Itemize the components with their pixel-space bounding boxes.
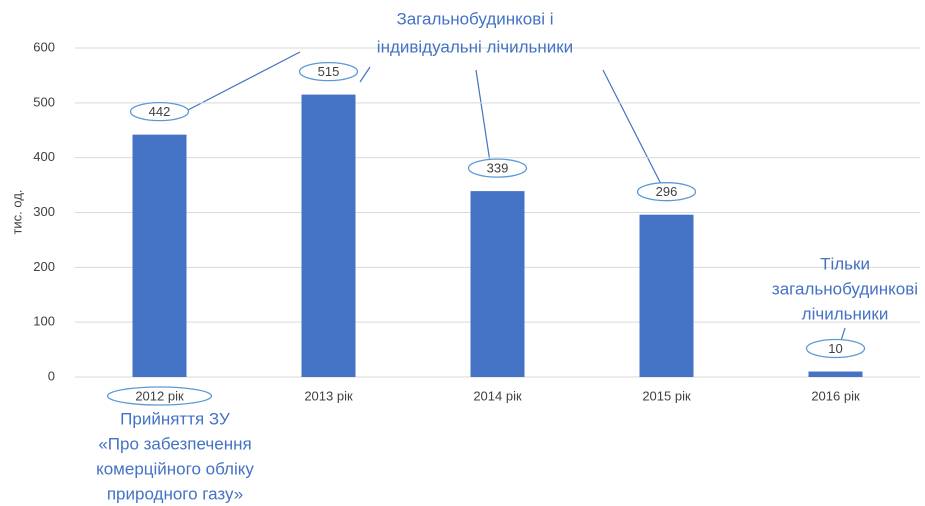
x-tick-label: 2012 рік	[135, 388, 184, 403]
y-tick-label: 300	[33, 204, 55, 219]
category-highlight	[106, 386, 213, 406]
annotation: лічильники	[802, 304, 889, 323]
y-tick-label: 0	[48, 368, 55, 383]
annotation: комерційного обліку	[96, 459, 254, 478]
data-label-bubble	[636, 182, 697, 202]
data-label-bubble	[467, 158, 528, 178]
annotation: загальнобудинкові	[772, 279, 918, 298]
bar	[470, 191, 525, 377]
data-label-bubble	[129, 101, 190, 122]
annotation: Прийняття ЗУ	[120, 409, 230, 428]
y-tick-label: 600	[33, 39, 55, 54]
x-tick-label: 2013 рік	[304, 388, 353, 403]
data-label: 10	[828, 341, 842, 356]
x-tick-label: 2015 рік	[642, 388, 691, 403]
y-axis-label: тис. од.	[9, 189, 24, 234]
annotation: Загальнобудинкові і	[396, 9, 553, 28]
annotation: індивідуальні лічильники	[377, 37, 573, 56]
y-tick-label: 500	[33, 94, 55, 109]
y-tick-label: 400	[33, 149, 55, 164]
annotation: природного газу»	[107, 484, 243, 503]
data-label: 515	[318, 64, 340, 79]
leader-line	[187, 51, 301, 111]
leader-line	[602, 69, 663, 187]
annotation: Тільки	[820, 254, 870, 273]
bar	[132, 134, 187, 377]
y-tick-label: 200	[33, 259, 55, 274]
data-label: 296	[656, 184, 678, 199]
bar	[808, 371, 863, 377]
x-tick-label: 2014 рік	[473, 388, 522, 403]
leader-line	[359, 66, 371, 83]
y-tick-label: 100	[33, 314, 55, 329]
leader-lines	[187, 51, 846, 345]
data-label-bubble	[805, 338, 866, 359]
data-label-bubble	[298, 61, 359, 82]
bar	[639, 214, 694, 377]
leader-line	[475, 69, 491, 163]
annotation: «Про забезпечення	[98, 434, 251, 453]
bar	[301, 94, 356, 377]
data-label: 339	[487, 161, 509, 176]
data-label: 442	[149, 104, 171, 119]
x-tick-label: 2016 рік	[811, 388, 860, 403]
